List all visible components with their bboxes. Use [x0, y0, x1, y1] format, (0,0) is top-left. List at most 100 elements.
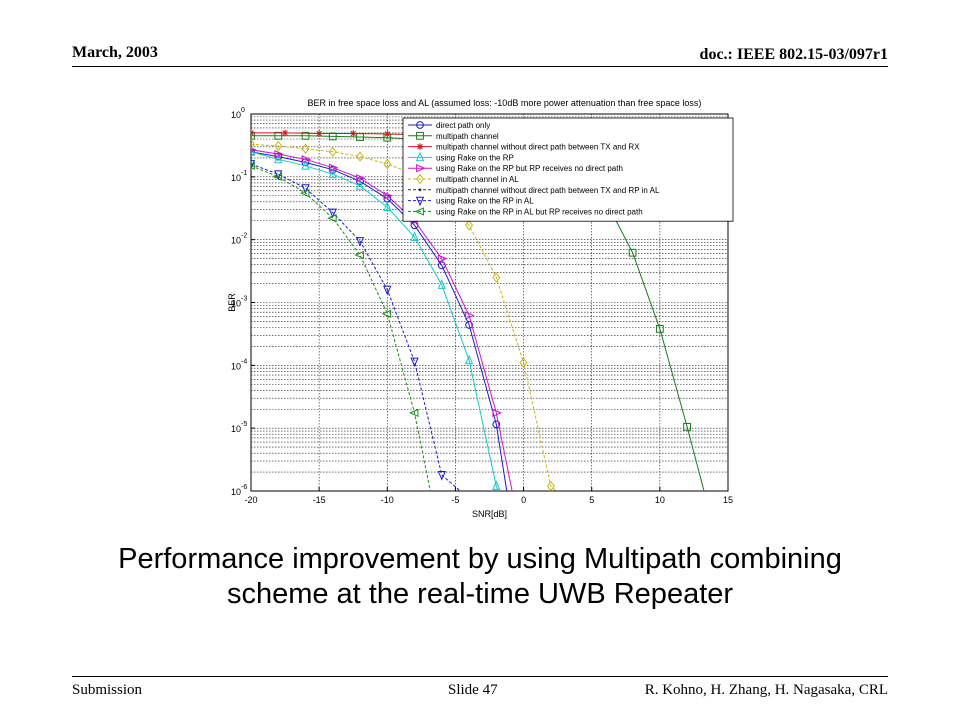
data-point: [492, 480, 501, 490]
x-tick-label: 5: [589, 495, 594, 505]
data-point: [437, 254, 448, 263]
data-point: [274, 170, 283, 180]
footer-rule: [72, 676, 888, 677]
data-point: [354, 250, 364, 260]
legend-label: using Rake on the RP in AL: [436, 197, 534, 206]
y-tick-label: 10-3: [231, 296, 247, 309]
legend: direct path only multipath channel multipa…: [402, 117, 734, 222]
data-point: [301, 131, 310, 140]
legend-label: using Rake on the RP but RP receives no …: [436, 164, 623, 173]
data-point: [301, 160, 310, 170]
data-point: [355, 237, 365, 247]
x-tick-label: 15: [723, 495, 733, 505]
footer-authors: R. Kohno, H. Zhang, H. Nagasaka, CRL: [644, 682, 888, 698]
x-tick-label: 0: [521, 495, 526, 505]
footer-submission: Submission: [72, 682, 143, 698]
data-point: [274, 149, 284, 159]
data-point: [328, 163, 339, 172]
x-axis-label: SNR[dB]: [472, 509, 507, 519]
data-point: [301, 155, 312, 164]
header-rule: [72, 66, 888, 67]
data-point: [281, 129, 289, 137]
data-point: [465, 311, 475, 320]
data-point: [410, 357, 419, 368]
data-point: [416, 121, 424, 129]
y-tick-label: 10-4: [231, 358, 247, 371]
data-point: [355, 151, 365, 162]
series-line: [251, 163, 462, 491]
data-point: [416, 164, 426, 173]
data-point: [465, 219, 474, 231]
data-point: [465, 321, 473, 329]
data-point: [546, 480, 555, 491]
data-point: [416, 131, 424, 140]
data-point: [492, 408, 502, 418]
data-point: [383, 130, 391, 138]
data-point: [315, 130, 323, 137]
data-point: [492, 420, 501, 429]
slide-caption: Performance improvement by using Multipa…: [118, 543, 842, 610]
data-point: [519, 357, 528, 368]
data-point: [349, 130, 357, 137]
data-point: [328, 146, 337, 158]
y-axis-label: BER: [227, 293, 237, 312]
data-point: [408, 408, 419, 418]
legend-label: multipath channel without direct path be…: [436, 186, 660, 195]
data-point: [383, 158, 392, 170]
x-tick-label: -5: [451, 495, 459, 505]
data-point: [251, 160, 256, 170]
data-point: [628, 248, 637, 257]
x-tick-label: 10: [655, 495, 665, 505]
data-point: [328, 168, 337, 179]
series-line: [251, 132, 415, 136]
data-point: [301, 184, 310, 194]
data-point: [415, 151, 425, 162]
series-8: [251, 161, 431, 491]
data-point: [328, 208, 337, 219]
data-point: [272, 172, 283, 181]
data-point: [251, 129, 255, 137]
data-point: [299, 188, 310, 198]
y-tick-label: 10-5: [231, 421, 247, 434]
y-tick-label: 100: [231, 107, 245, 120]
footer-slide-number: Slide 47: [448, 682, 498, 698]
x-tick-label: -15: [313, 495, 326, 505]
series-line: [251, 151, 508, 491]
series-line: [251, 149, 513, 491]
x-tick-label: -20: [244, 495, 257, 505]
data-point: [464, 354, 474, 365]
data-point: [415, 196, 425, 207]
data-point: [274, 131, 283, 140]
data-point: [301, 143, 310, 154]
series-line: [251, 165, 431, 491]
header-doc-id: doc.: IEEE 802.15-03/097r1: [699, 46, 888, 63]
legend-label: using Rake on the RP: [436, 153, 514, 162]
data-point: [415, 173, 425, 185]
data-point: [383, 285, 392, 296]
chart-title: BER in free space loss and AL (assumed l…: [308, 98, 702, 108]
grid: [251, 114, 728, 492]
data-point: [416, 143, 424, 150]
data-point: [356, 174, 366, 183]
data-point: [383, 191, 393, 200]
data-point: [414, 207, 424, 216]
data-point: [274, 153, 283, 164]
data-point: [492, 272, 501, 283]
y-tick-label: 10-2: [231, 233, 247, 246]
data-point: [437, 279, 446, 289]
data-point: [410, 231, 419, 241]
data-point: [418, 188, 422, 192]
legend-label: using Rake on the RP in AL but RP receiv…: [436, 207, 643, 216]
series-7: [251, 160, 462, 491]
data-point: [251, 139, 256, 150]
data-point: [655, 325, 664, 333]
y-tick-label: 10-6: [231, 484, 247, 497]
data-point: [381, 309, 392, 319]
y-tick-label: 10-1: [231, 170, 247, 183]
data-point: [327, 213, 337, 223]
x-tick-label: -10: [381, 495, 394, 505]
data-point: [383, 201, 392, 211]
legend-label: multipath channel: [436, 132, 499, 141]
header-date: March, 2003: [72, 44, 158, 61]
